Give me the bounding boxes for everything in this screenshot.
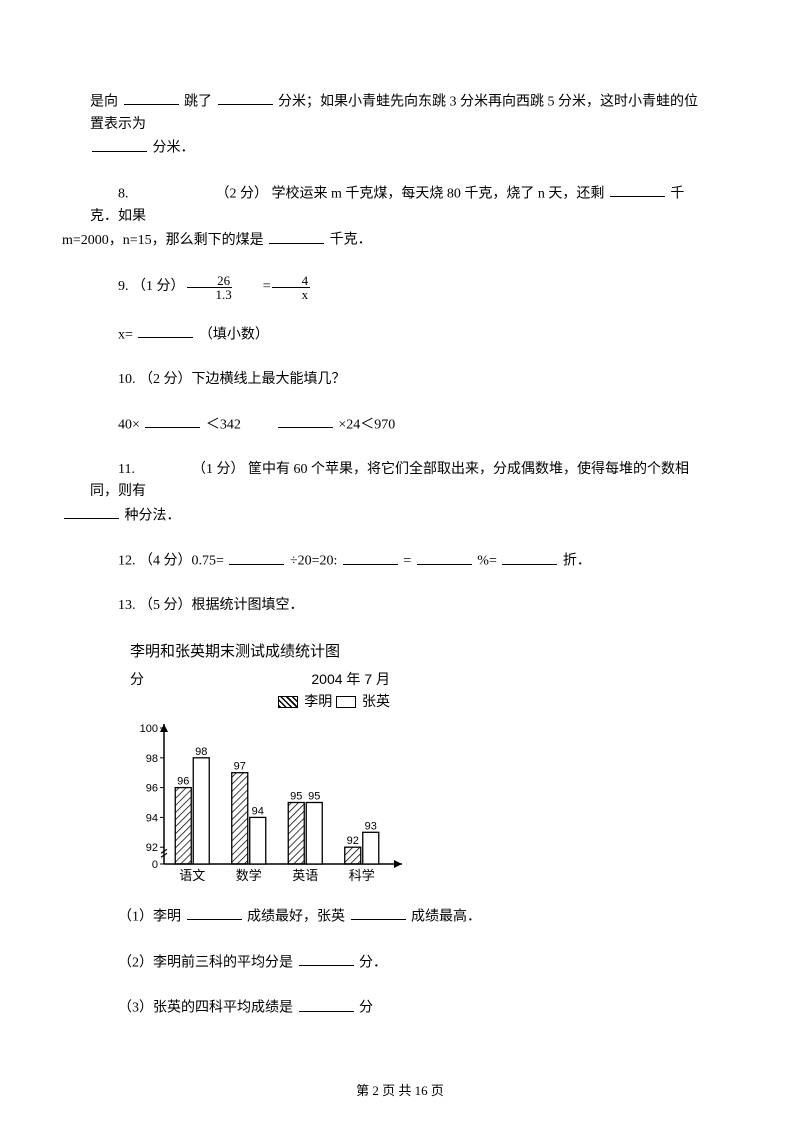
blank[interactable] [138,323,193,338]
text: 12. （4 分）0.75= [118,554,224,569]
legend-s1: 李明 [304,693,332,709]
legend-s2: 张英 [362,693,390,709]
text: 40× [118,417,140,432]
q-number: 8. [118,186,129,201]
svg-text:97: 97 [234,761,246,773]
text: 筐中有 60 个苹果，将它们全部取出来，分成偶数堆，使得每堆的个数相同，则有 [90,462,689,499]
q13-line1: 13. （5 分）根据统计图填空． [90,595,710,617]
text: m=2000，n=15，那么剩下的煤是 [62,233,264,248]
svg-text:语文: 语文 [179,868,205,883]
svg-text:英语: 英语 [292,868,318,883]
blank[interactable] [218,90,273,105]
y-axis-label: 分 [130,668,170,690]
text: 跳了 [184,94,212,109]
equals: = [235,276,271,298]
points: （1 分） [192,462,245,477]
svg-text:科学: 科学 [349,868,375,883]
q12: 12. （4 分）0.75= ÷20=20: = %= 折． [90,549,710,573]
fraction: 26 1.3 [186,274,234,301]
blank[interactable] [299,951,354,966]
blank[interactable] [124,90,179,105]
blank[interactable] [64,504,119,519]
text: 分米． [153,141,195,156]
blank[interactable] [187,905,242,920]
svg-text:98: 98 [146,753,158,765]
blank[interactable] [417,549,472,564]
q9-answer: x= （填小数） [90,323,710,347]
chart-block: 李明和张英期末测试成绩统计图 分 2004 年 7 月 李明 张英 0 92 94 9… [130,640,710,895]
q10-line1: 10. （2 分）下边横线上最大能填几？ [90,369,710,391]
bar-chart: 0 92 94 96 98 100 96 98 语文 97 94 数学 95 95 英语 92 93 科学 [130,716,410,886]
text: （1）李明 [118,909,181,924]
text: ×24＜970 [338,417,395,432]
text: ÷20=20: [290,554,337,569]
blank[interactable] [299,996,354,1011]
q8: 8. （2 分） 学校运来 m 千克煤，每天烧 80 千克，烧了 n 天，还剩 … [90,182,710,252]
blank[interactable] [351,905,406,920]
chart-date: 2004 年 7 月 [170,668,390,690]
q-number: 11. [118,462,135,477]
text: 10. （2 分）下边横线上最大能填几？ [118,372,346,387]
text: 学校运来 m 千克煤，每天烧 80 千克，烧了 n 天，还剩 [272,186,605,201]
blank[interactable] [92,136,147,151]
q7-continued: 是向 跳了 分米；如果小青蛙先向东跳 3 分米再向西跳 5 分米，这时小青蛙的位… [90,90,710,160]
text: = [403,554,411,569]
text: %= [477,554,497,569]
svg-text:94: 94 [146,813,158,825]
blank[interactable] [343,549,398,564]
svg-text:93: 93 [365,821,377,833]
text: （2）李明前三科的平均分是 [118,955,293,970]
svg-text:数学: 数学 [236,868,262,883]
text: 种分法． [125,508,181,523]
svg-text:96: 96 [177,776,189,788]
text: （3）张英的四科平均成绩是 [118,1001,293,1016]
svg-text:0: 0 [152,859,158,871]
text: ＜342 [206,417,241,432]
q11: 11. （1 分） 筐中有 60 个苹果，将它们全部取出来，分成偶数堆，使得每堆… [90,459,710,528]
text: 成绩最高． [411,909,481,924]
q13-sub3: （3）张英的四科平均成绩是 分 [90,996,710,1020]
blank[interactable] [610,182,665,197]
svg-text:100: 100 [140,723,158,735]
q10-line2: 40× ＜342 ×24＜970 [90,413,710,437]
blank[interactable] [145,413,200,428]
svg-text:92: 92 [347,836,359,848]
svg-text:94: 94 [252,806,264,818]
q13-sub2: （2）李明前三科的平均分是 分． [90,951,710,975]
legend-swatch-empty [336,696,356,708]
text: 是向 [90,94,118,109]
q13-sub1: （1）李明 成绩最好，张英 成绩最高． [90,905,710,929]
svg-text:92: 92 [146,843,158,855]
chart-title: 李明和张英期末测试成绩统计图 [130,640,710,664]
text: 成绩最好，张英 [247,909,345,924]
q-label: 9. （1 分） [90,276,185,298]
svg-text:95: 95 [308,791,320,803]
text: x= [118,327,133,342]
text: 千克． [330,233,372,248]
text: 折． [563,554,591,569]
q9: 9. （1 分） 26 1.3 = 4 x [90,274,710,301]
svg-text:98: 98 [195,746,207,758]
blank[interactable] [502,549,557,564]
blank[interactable] [269,228,324,243]
gap [244,417,272,432]
text: 分米；如果小青蛙先向东跳 3 分米再向西跳 5 分米，这时小青蛙的位置表示为 [90,94,698,131]
points: （2 分） [216,186,269,201]
blank[interactable] [278,413,333,428]
text: 分． [359,955,387,970]
page-footer: 第 2 页 共 16 页 [0,1081,800,1102]
text: 13. （5 分）根据统计图填空． [118,598,304,613]
legend-swatch-hatch [278,696,298,708]
text: （填小数） [199,327,269,342]
svg-text:95: 95 [290,791,302,803]
text: 分 [359,1001,373,1016]
chart-legend: 李明 张英 [130,690,390,712]
blank[interactable] [229,549,284,564]
fraction: 4 x [272,274,311,301]
svg-text:96: 96 [146,783,158,795]
